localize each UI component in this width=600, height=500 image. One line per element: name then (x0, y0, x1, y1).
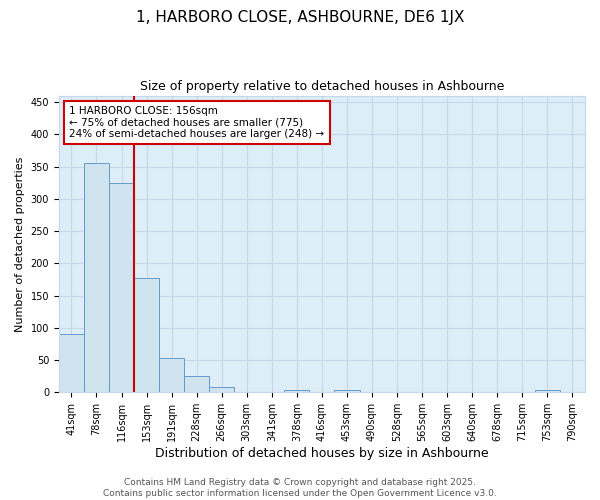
Bar (284, 390, 310, 392)
Text: 1, HARBORO CLOSE, ASHBOURNE, DE6 1JX: 1, HARBORO CLOSE, ASHBOURNE, DE6 1JX (136, 10, 464, 25)
X-axis label: Distribution of detached houses by size in Ashbourne: Distribution of detached houses by size … (155, 447, 489, 460)
Bar (334, 390, 359, 392)
Title: Size of property relative to detached houses in Ashbourne: Size of property relative to detached ho… (140, 80, 504, 93)
Bar (134, 278, 159, 392)
Bar (59, 334, 84, 392)
Bar (84, 164, 109, 392)
Y-axis label: Number of detached properties: Number of detached properties (15, 156, 25, 332)
Bar (109, 182, 134, 392)
Text: 1 HARBORO CLOSE: 156sqm
← 75% of detached houses are smaller (775)
24% of semi-d: 1 HARBORO CLOSE: 156sqm ← 75% of detache… (70, 106, 325, 139)
Text: Contains HM Land Registry data © Crown copyright and database right 2025.
Contai: Contains HM Land Registry data © Crown c… (103, 478, 497, 498)
Bar (159, 358, 184, 392)
Bar (209, 387, 234, 392)
Bar (535, 390, 560, 392)
Bar (184, 376, 209, 392)
